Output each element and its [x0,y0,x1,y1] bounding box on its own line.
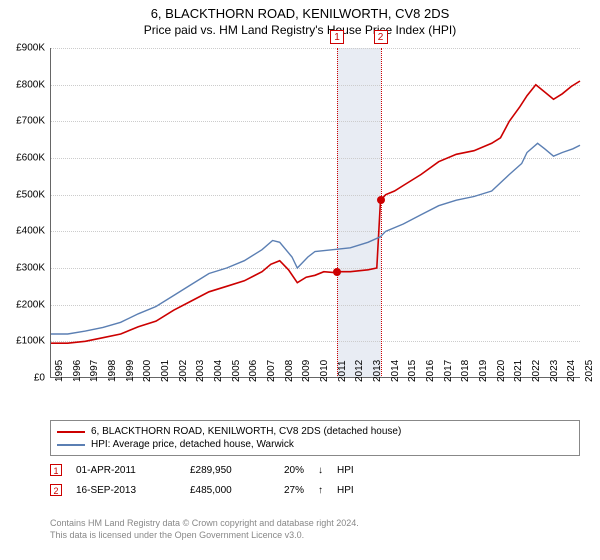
chart-subtitle: Price paid vs. HM Land Registry's House … [0,21,600,37]
legend-item-property: 6, BLACKTHORN ROAD, KENILWORTH, CV8 2DS … [57,425,573,438]
legend-label: 6, BLACKTHORN ROAD, KENILWORTH, CV8 2DS … [91,426,401,437]
y-tick-label: £0 [34,373,45,384]
y-tick-label: £500K [16,189,45,200]
x-tick-label: 2009 [301,360,312,382]
chart-area: £0£100K£200K£300K£400K£500K£600K£700K£80… [50,48,580,378]
x-tick-label: 2021 [513,360,524,382]
sale-marker-icon: 2 [50,484,62,496]
x-tick-label: 1996 [72,360,83,382]
x-tick-label: 2000 [142,360,153,382]
x-tick-label: 2007 [266,360,277,382]
x-tick-label: 2018 [460,360,471,382]
y-tick-label: £800K [16,79,45,90]
x-tick-label: 2005 [231,360,242,382]
sales-row: 1 01-APR-2011 £289,950 20% ↓ HPI [50,460,580,480]
sale-pct: 27% [284,485,304,496]
x-tick-label: 2001 [160,360,171,382]
x-tick-label: 2010 [319,360,330,382]
x-tick-label: 2012 [354,360,365,382]
y-tick-label: £700K [16,116,45,127]
sales-row: 2 16-SEP-2013 £485,000 27% ↑ HPI [50,480,580,500]
chart-container: 6, BLACKTHORN ROAD, KENILWORTH, CV8 2DS … [0,0,600,560]
sale-pct: 20% [284,465,304,476]
x-tick-label: 2015 [407,360,418,382]
legend-label: HPI: Average price, detached house, Warw… [91,439,294,450]
sale-vs-label: HPI [337,485,354,496]
x-tick-label: 2016 [425,360,436,382]
x-tick-label: 1998 [107,360,118,382]
chart-title: 6, BLACKTHORN ROAD, KENILWORTH, CV8 2DS [0,0,600,21]
x-tick-label: 2003 [195,360,206,382]
sales-table: 1 01-APR-2011 £289,950 20% ↓ HPI 2 16-SE… [50,460,580,500]
x-tick-label: 2006 [248,360,259,382]
legend-item-hpi: HPI: Average price, detached house, Warw… [57,438,573,451]
x-tick-label: 2017 [443,360,454,382]
x-tick-label: 2019 [478,360,489,382]
y-tick-label: £600K [16,153,45,164]
sale-vs-label: HPI [337,465,354,476]
plot-border [50,48,580,378]
footer-line: This data is licensed under the Open Gov… [50,530,580,542]
legend-swatch [57,444,85,446]
x-tick-label: 2013 [372,360,383,382]
x-tick-label: 2002 [178,360,189,382]
legend-swatch [57,431,85,433]
sale-date: 01-APR-2011 [76,465,176,476]
sale-marker-icon: 1 [50,464,62,476]
x-tick-label: 2025 [584,360,595,382]
x-tick-label: 2011 [337,360,348,382]
x-tick-label: 1999 [125,360,136,382]
legend: 6, BLACKTHORN ROAD, KENILWORTH, CV8 2DS … [50,420,580,456]
footer-line: Contains HM Land Registry data © Crown c… [50,518,580,530]
down-arrow-icon: ↓ [318,465,323,476]
sale-price: £289,950 [190,465,270,476]
sale-marker-box: 1 [330,30,344,44]
x-tick-label: 2004 [213,360,224,382]
x-tick-label: 2014 [390,360,401,382]
up-arrow-icon: ↑ [318,485,323,496]
x-tick-label: 2023 [549,360,560,382]
y-tick-label: £300K [16,263,45,274]
x-tick-label: 2024 [566,360,577,382]
y-tick-label: £400K [16,226,45,237]
y-tick-label: £200K [16,299,45,310]
footer: Contains HM Land Registry data © Crown c… [50,518,580,541]
sale-marker-box: 2 [374,30,388,44]
x-tick-label: 2022 [531,360,542,382]
x-tick-label: 2020 [496,360,507,382]
sale-date: 16-SEP-2013 [76,485,176,496]
x-tick-label: 2008 [284,360,295,382]
x-tick-label: 1997 [89,360,100,382]
sale-price: £485,000 [190,485,270,496]
x-tick-label: 1995 [54,360,65,382]
y-tick-label: £900K [16,43,45,54]
y-tick-label: £100K [16,336,45,347]
